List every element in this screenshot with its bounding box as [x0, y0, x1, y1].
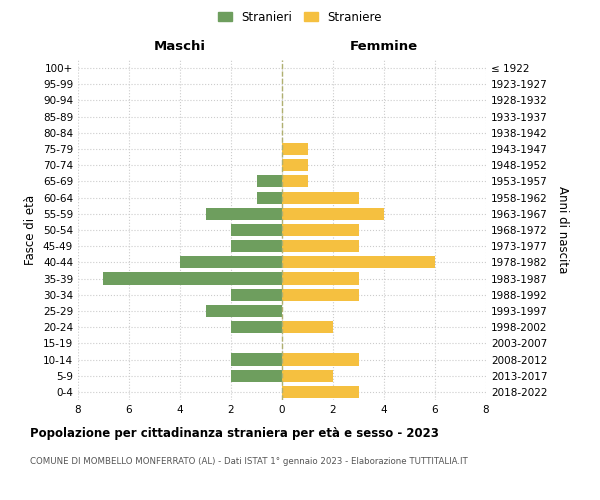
- Text: Maschi: Maschi: [154, 40, 206, 52]
- Bar: [231, 288, 282, 301]
- Bar: [231, 240, 282, 252]
- Bar: [282, 321, 333, 333]
- Bar: [282, 272, 359, 284]
- Bar: [282, 240, 359, 252]
- Y-axis label: Fasce di età: Fasce di età: [25, 195, 37, 265]
- Bar: [282, 159, 308, 172]
- Bar: [104, 272, 282, 284]
- Bar: [231, 321, 282, 333]
- Bar: [231, 224, 282, 236]
- Text: Popolazione per cittadinanza straniera per età e sesso - 2023: Popolazione per cittadinanza straniera p…: [30, 428, 439, 440]
- Bar: [282, 256, 435, 268]
- Bar: [282, 370, 333, 382]
- Bar: [282, 224, 359, 236]
- Legend: Stranieri, Straniere: Stranieri, Straniere: [213, 6, 387, 28]
- Bar: [282, 176, 308, 188]
- Bar: [180, 256, 282, 268]
- Bar: [257, 192, 282, 203]
- Bar: [282, 386, 359, 398]
- Bar: [206, 305, 282, 317]
- Bar: [282, 192, 359, 203]
- Bar: [282, 288, 359, 301]
- Bar: [257, 176, 282, 188]
- Bar: [282, 143, 308, 155]
- Bar: [282, 208, 384, 220]
- Bar: [231, 370, 282, 382]
- Y-axis label: Anni di nascita: Anni di nascita: [556, 186, 569, 274]
- Bar: [282, 354, 359, 366]
- Text: Femmine: Femmine: [350, 40, 418, 52]
- Text: COMUNE DI MOMBELLO MONFERRATO (AL) - Dati ISTAT 1° gennaio 2023 - Elaborazione T: COMUNE DI MOMBELLO MONFERRATO (AL) - Dat…: [30, 458, 468, 466]
- Bar: [231, 354, 282, 366]
- Bar: [206, 208, 282, 220]
